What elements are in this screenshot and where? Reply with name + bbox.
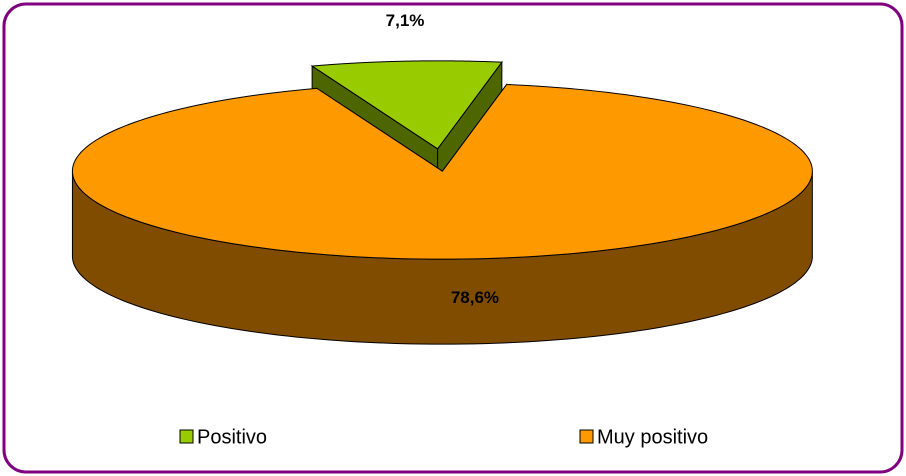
data-label: 7,1% <box>386 11 425 30</box>
legend-swatch <box>579 429 594 444</box>
legend-label: Positivo <box>197 426 267 448</box>
data-label: 78,6% <box>451 288 499 307</box>
slice <box>71 83 813 260</box>
legend-label: Muy positivo <box>597 426 708 448</box>
slice <box>310 60 503 150</box>
legend-swatch <box>179 429 194 444</box>
